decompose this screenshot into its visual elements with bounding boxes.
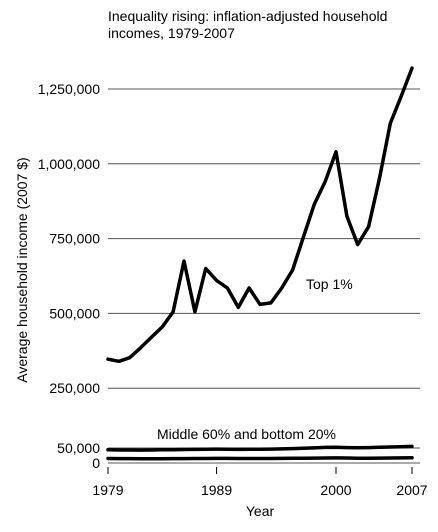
y-tick-label: 0	[92, 455, 100, 471]
annotation-middle-bottom: Middle 60% and bottom 20%	[157, 426, 336, 442]
y-tick-label: 750,000	[49, 231, 100, 247]
axes	[107, 467, 413, 474]
y-tick-label: 50,000	[57, 440, 100, 456]
gridlines	[108, 88, 420, 464]
chart-title: Inequality rising: inflation-adjusted ho…	[108, 8, 388, 41]
x-tick-label: 1989	[201, 482, 232, 498]
bottom-20pct-line	[106, 456, 414, 461]
x-tick-label: 2007	[396, 482, 427, 498]
top-1pct-line	[106, 66, 414, 364]
x-tick-label: 2000	[320, 482, 351, 498]
x-tick-label: 1979	[92, 482, 123, 498]
series-lines	[106, 66, 414, 461]
y-tick-label: 250,000	[49, 380, 100, 396]
y-tick-label: 500,000	[49, 305, 100, 321]
x-axis-label: Year	[245, 503, 275, 519]
y-tick-label: 1,000,000	[38, 156, 100, 172]
y-tick-label: 1,250,000	[38, 81, 100, 97]
middle-60pct-line	[106, 444, 414, 452]
annotation-top-1pct: Top 1%	[306, 276, 353, 292]
tick-labels: 050,000 250,000 500,000 750,000 1,000,000 1,2…	[38, 81, 428, 498]
